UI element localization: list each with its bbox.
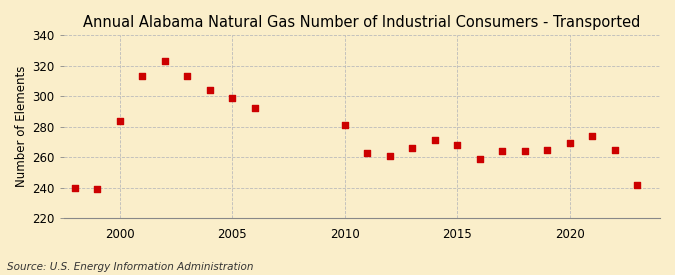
Y-axis label: Number of Elements: Number of Elements (15, 66, 28, 187)
Point (429, 138, 440, 142)
Point (385, 153, 396, 158)
Text: Source: U.S. Energy Information Administration: Source: U.S. Energy Information Administ… (7, 262, 253, 272)
Point (115, 119, 126, 123)
Point (227, 95, 238, 100)
Point (407, 146, 418, 150)
Point (564, 141, 575, 146)
Point (587, 134, 598, 138)
Point (340, 123, 350, 127)
Point (70, 185, 80, 190)
Point (632, 182, 643, 187)
Point (137, 74, 148, 79)
Point (610, 147, 620, 152)
Point (452, 143, 463, 147)
Title: Annual Alabama Natural Gas Number of Industrial Consumers - Transported: Annual Alabama Natural Gas Number of Ind… (83, 15, 641, 30)
Point (205, 88, 215, 92)
Point (182, 74, 193, 79)
Point (497, 149, 508, 153)
Point (362, 150, 373, 155)
Point (250, 106, 261, 111)
Point (159, 59, 170, 64)
Point (520, 149, 531, 153)
Point (92, 187, 103, 191)
Point (475, 156, 485, 161)
Point (542, 147, 553, 152)
